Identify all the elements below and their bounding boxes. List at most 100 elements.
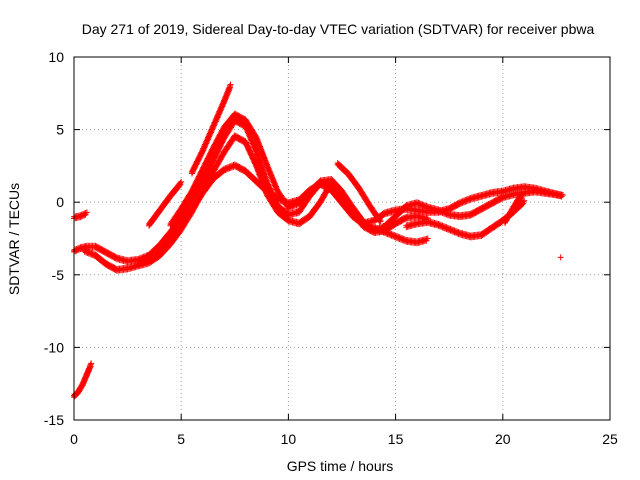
data-point [217, 107, 224, 114]
data-point [85, 368, 92, 375]
data-point [201, 144, 208, 151]
data-point [226, 84, 233, 91]
data-point [202, 161, 209, 168]
x-tick-label: 0 [70, 431, 78, 447]
data-point [219, 129, 226, 136]
data-point [216, 158, 223, 165]
data-point [216, 144, 223, 151]
x-tick-label: 20 [495, 431, 511, 447]
data-point [178, 178, 185, 185]
data-point [225, 88, 232, 95]
data-point [211, 144, 218, 151]
data-point [216, 110, 223, 117]
chart-title: Day 271 of 2019, Sidereal Day-to-day VTE… [82, 21, 595, 37]
data-point [188, 189, 195, 196]
data-point [203, 140, 210, 147]
data-point [200, 176, 207, 183]
data-point [205, 136, 211, 143]
data-point [190, 166, 197, 173]
data-point [218, 153, 225, 160]
series-track-8 [334, 159, 384, 225]
data-point [222, 96, 229, 103]
data-point [189, 196, 196, 203]
x-axis-label: GPS time / hours [287, 458, 394, 474]
data-point [204, 168, 211, 175]
y-tick-label: 5 [56, 122, 64, 138]
data-point [318, 197, 325, 204]
data-point [211, 154, 218, 161]
data-point [225, 87, 232, 94]
data-point [83, 372, 90, 379]
data-point [206, 133, 213, 140]
data-point [212, 118, 219, 125]
data-point [198, 170, 205, 177]
data-point [218, 104, 225, 111]
data-point [400, 237, 407, 244]
data-point [84, 369, 91, 376]
y-tick-label: -10 [44, 339, 64, 355]
data-point [204, 157, 211, 164]
data-point [188, 198, 195, 205]
series-track-11 [557, 254, 564, 261]
series-track-7 [146, 178, 185, 229]
data-point [380, 211, 387, 218]
data-point [83, 209, 90, 216]
data-point [198, 180, 205, 187]
x-tick-label: 5 [177, 431, 185, 447]
data-point [86, 365, 93, 372]
data-point [214, 138, 221, 145]
data-point [195, 156, 202, 163]
data-point [218, 130, 225, 137]
data-point [197, 172, 204, 179]
series-track-10 [71, 209, 90, 222]
data-point [213, 115, 220, 122]
data-point [214, 114, 221, 121]
data-point [217, 143, 224, 150]
series-track-4 [167, 110, 566, 235]
data-point [194, 158, 201, 165]
data-point [190, 195, 197, 202]
data-point [209, 158, 216, 165]
data-point [193, 161, 200, 168]
data-point [214, 161, 221, 168]
data-point [79, 382, 86, 389]
y-axis-label: SDTVAR / TECUs [6, 183, 22, 295]
data-point [213, 164, 220, 171]
x-tick-label: 15 [388, 431, 404, 447]
data-point [205, 167, 212, 174]
data-point [318, 198, 325, 205]
ticks: 0 5 10 15 20 25 -15 -10 -5 0 5 10 [44, 49, 618, 447]
data-point [202, 143, 209, 150]
data-point [199, 179, 206, 186]
data-point [197, 152, 204, 159]
data-point [444, 212, 451, 219]
data-point [199, 167, 206, 174]
data-point [192, 181, 199, 188]
data-point [199, 148, 206, 155]
data-point [204, 137, 211, 144]
data-point [202, 141, 209, 148]
data-point [217, 142, 224, 149]
data-point [204, 158, 211, 165]
data-point [87, 364, 94, 371]
data-point [207, 152, 214, 159]
data-point [205, 166, 212, 173]
data-point [192, 162, 199, 169]
data-point [209, 147, 216, 154]
data-point [401, 238, 408, 245]
data-point [195, 157, 202, 164]
data-point [517, 195, 524, 202]
data-point [520, 200, 527, 207]
data-point [215, 136, 222, 143]
data-point [188, 170, 195, 177]
data-point [193, 189, 200, 196]
data-point [211, 121, 218, 128]
data-point [320, 194, 327, 201]
data-point [81, 377, 88, 384]
data-point [210, 122, 217, 129]
data-point [222, 95, 229, 102]
data-point [215, 135, 222, 142]
data-point [321, 193, 328, 200]
y-tick-label: -5 [52, 267, 65, 283]
